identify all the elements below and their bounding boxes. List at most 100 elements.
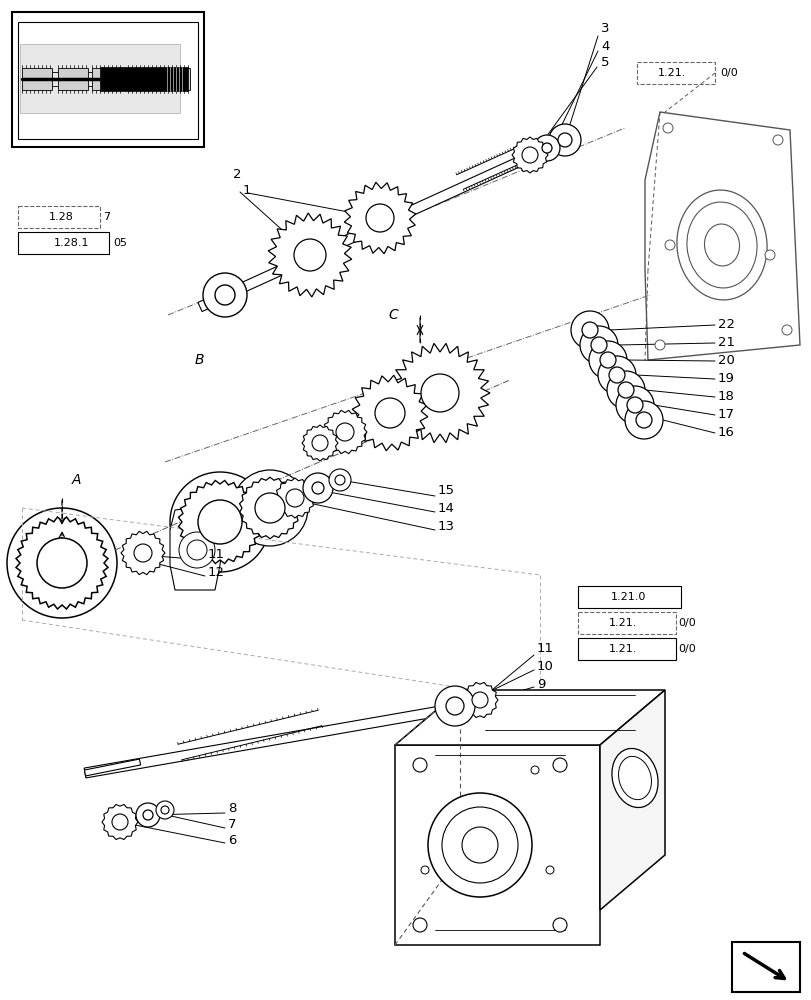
Polygon shape	[644, 112, 799, 360]
Text: 14: 14	[437, 502, 454, 514]
Circle shape	[635, 412, 651, 428]
Circle shape	[617, 382, 633, 398]
Circle shape	[624, 401, 663, 439]
Polygon shape	[275, 478, 315, 518]
Polygon shape	[178, 480, 261, 564]
Circle shape	[445, 697, 463, 715]
Text: 21: 21	[717, 336, 734, 350]
Circle shape	[255, 493, 285, 523]
Circle shape	[552, 758, 566, 772]
Bar	[636, 62, 714, 84]
Circle shape	[420, 866, 428, 874]
Circle shape	[608, 367, 624, 383]
Circle shape	[607, 371, 644, 409]
Circle shape	[588, 341, 626, 379]
Circle shape	[336, 423, 354, 441]
Circle shape	[413, 918, 427, 932]
Bar	[18, 232, 109, 254]
Text: 3: 3	[600, 21, 609, 34]
Ellipse shape	[686, 202, 756, 288]
Circle shape	[590, 337, 607, 353]
Polygon shape	[84, 759, 140, 776]
Circle shape	[413, 758, 427, 772]
Circle shape	[557, 133, 571, 147]
Ellipse shape	[618, 756, 650, 800]
Text: 12: 12	[208, 566, 225, 578]
Circle shape	[772, 135, 782, 145]
Text: 1.21.: 1.21.	[657, 68, 685, 78]
Text: 1.21.: 1.21.	[608, 618, 637, 628]
Bar	[577, 612, 676, 634]
Polygon shape	[599, 690, 664, 910]
Text: 7: 7	[103, 212, 110, 222]
Polygon shape	[512, 137, 547, 173]
Bar	[577, 586, 680, 608]
Text: 8: 8	[228, 802, 236, 814]
Circle shape	[37, 538, 87, 588]
Circle shape	[616, 386, 653, 424]
Polygon shape	[84, 693, 515, 778]
Bar	[22, 68, 52, 90]
Polygon shape	[389, 343, 489, 443]
Bar	[12, 12, 204, 147]
Circle shape	[134, 544, 152, 562]
Ellipse shape	[676, 190, 766, 300]
Polygon shape	[16, 517, 108, 609]
Polygon shape	[352, 375, 427, 451]
Circle shape	[597, 356, 635, 394]
Polygon shape	[323, 410, 367, 454]
Text: 7: 7	[228, 818, 236, 830]
Circle shape	[552, 918, 566, 932]
Polygon shape	[268, 213, 351, 297]
Circle shape	[427, 793, 531, 897]
Polygon shape	[461, 682, 497, 718]
Circle shape	[654, 340, 664, 350]
Text: 6: 6	[228, 834, 236, 846]
Text: B: B	[195, 353, 204, 367]
Circle shape	[663, 123, 672, 133]
Circle shape	[156, 801, 174, 819]
Text: 1.21.: 1.21.	[608, 644, 637, 654]
Text: 1.21.0: 1.21.0	[610, 592, 646, 602]
Circle shape	[435, 686, 474, 726]
Circle shape	[294, 239, 325, 271]
Bar	[731, 942, 799, 992]
Circle shape	[311, 435, 328, 451]
Circle shape	[335, 475, 345, 485]
Polygon shape	[198, 138, 561, 312]
Polygon shape	[344, 182, 415, 254]
Bar	[18, 22, 198, 139]
Text: 5: 5	[600, 56, 609, 70]
Text: 1.28.1: 1.28.1	[54, 238, 89, 248]
Circle shape	[579, 326, 617, 364]
Circle shape	[521, 147, 538, 163]
Text: 11: 11	[536, 642, 553, 654]
Circle shape	[420, 374, 458, 412]
Bar	[58, 68, 88, 90]
Circle shape	[232, 470, 307, 546]
Text: 05: 05	[113, 238, 127, 248]
Circle shape	[7, 508, 117, 618]
Circle shape	[135, 803, 160, 827]
Text: 19: 19	[717, 372, 734, 385]
Circle shape	[599, 352, 616, 368]
Circle shape	[664, 240, 674, 250]
Text: A: A	[72, 473, 81, 487]
Circle shape	[112, 814, 128, 830]
Circle shape	[198, 500, 242, 544]
Polygon shape	[239, 477, 300, 539]
Bar	[92, 68, 122, 90]
Circle shape	[178, 532, 215, 568]
Text: 2: 2	[233, 168, 241, 182]
Bar	[100, 66, 188, 91]
Ellipse shape	[704, 224, 739, 266]
Text: 10: 10	[536, 660, 553, 672]
Text: 11: 11	[208, 548, 225, 560]
Circle shape	[534, 135, 560, 161]
Circle shape	[215, 285, 234, 305]
Circle shape	[781, 325, 791, 335]
Polygon shape	[121, 531, 165, 575]
Circle shape	[626, 397, 642, 413]
Circle shape	[161, 806, 169, 814]
Text: 4: 4	[600, 39, 608, 52]
